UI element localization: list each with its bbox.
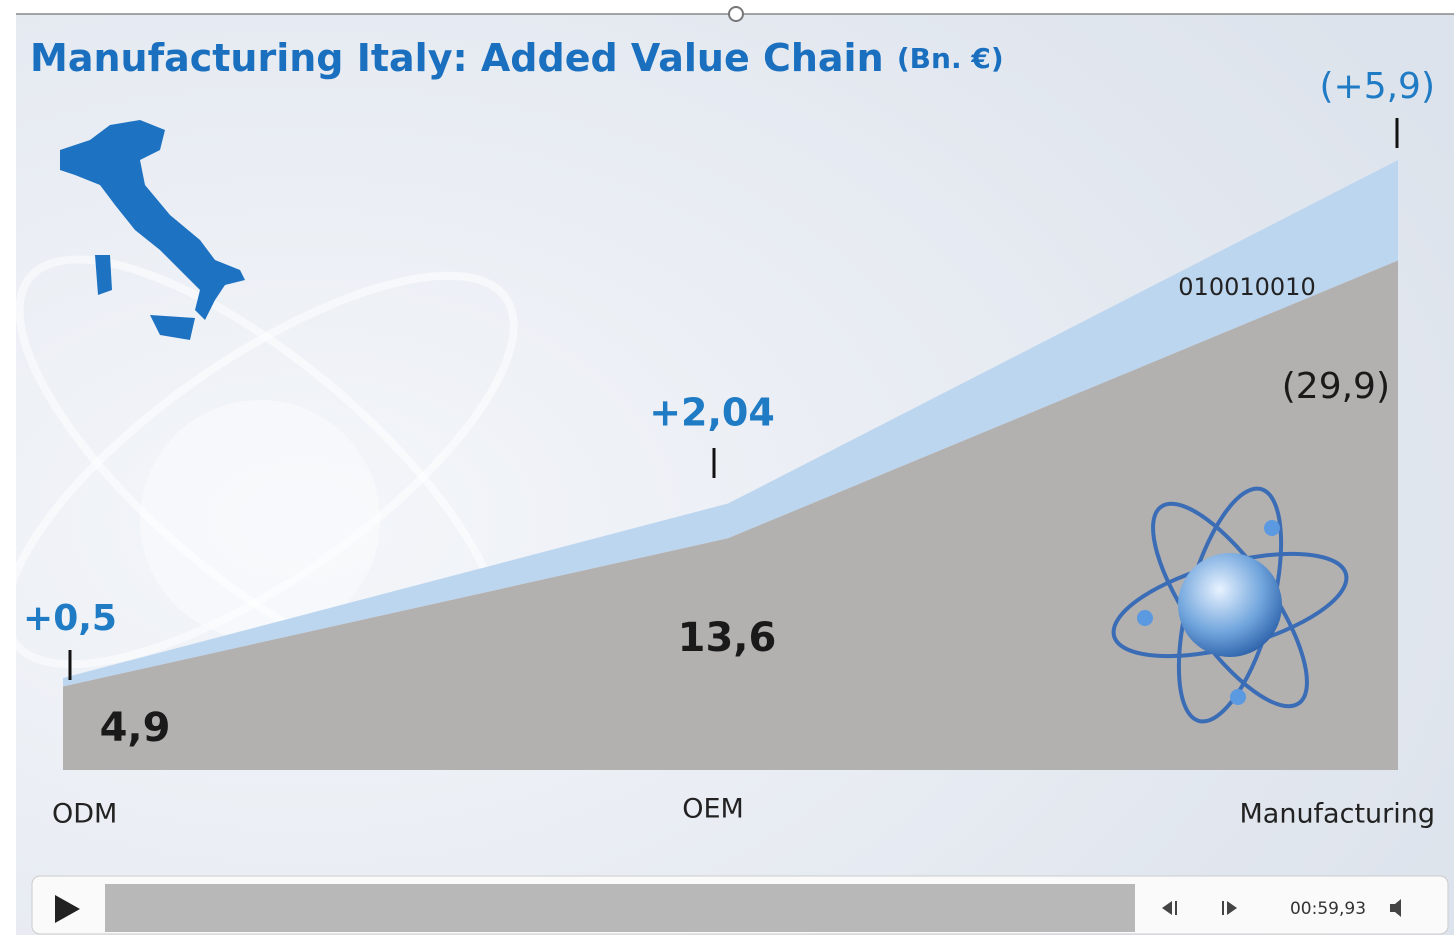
background-atom bbox=[2, 255, 518, 685]
added-value-label: +0,5 bbox=[23, 598, 117, 639]
time-display: 00:59,93 bbox=[1290, 899, 1366, 919]
title-text: Manufacturing Italy: Added Value Chain bbox=[30, 36, 884, 80]
play-button[interactable] bbox=[55, 895, 80, 923]
unit: (Bn. €) bbox=[897, 42, 1004, 75]
value-label: 13,6 bbox=[678, 615, 777, 661]
category-label: ODM bbox=[52, 799, 117, 830]
category-label: Manufacturing bbox=[1239, 799, 1435, 830]
value-label: (29,9) bbox=[1282, 366, 1390, 407]
area bbox=[63, 260, 1398, 770]
title: Manufacturing Italy: Added Value Chain (… bbox=[30, 36, 1004, 80]
chart: 4,9 +0,5 13,6 +2,04 (29,9) (+5,9) ODM OEM Manufa… bbox=[23, 66, 1435, 830]
resize-handle[interactable] bbox=[728, 6, 744, 22]
next-button[interactable] bbox=[1222, 901, 1237, 915]
added-value-label: (+5,9) bbox=[1319, 66, 1435, 107]
atom-icon bbox=[1111, 486, 1349, 724]
progress-bar[interactable] bbox=[105, 884, 1135, 932]
category-label: OEM bbox=[682, 794, 744, 825]
value-label: 4,9 bbox=[100, 705, 171, 751]
previous-button[interactable] bbox=[1162, 901, 1177, 915]
added-value-label: +2,04 bbox=[649, 391, 775, 435]
annotation: 010010010 bbox=[1178, 273, 1315, 301]
volume-button[interactable] bbox=[1390, 899, 1401, 917]
italy-map bbox=[60, 120, 245, 340]
